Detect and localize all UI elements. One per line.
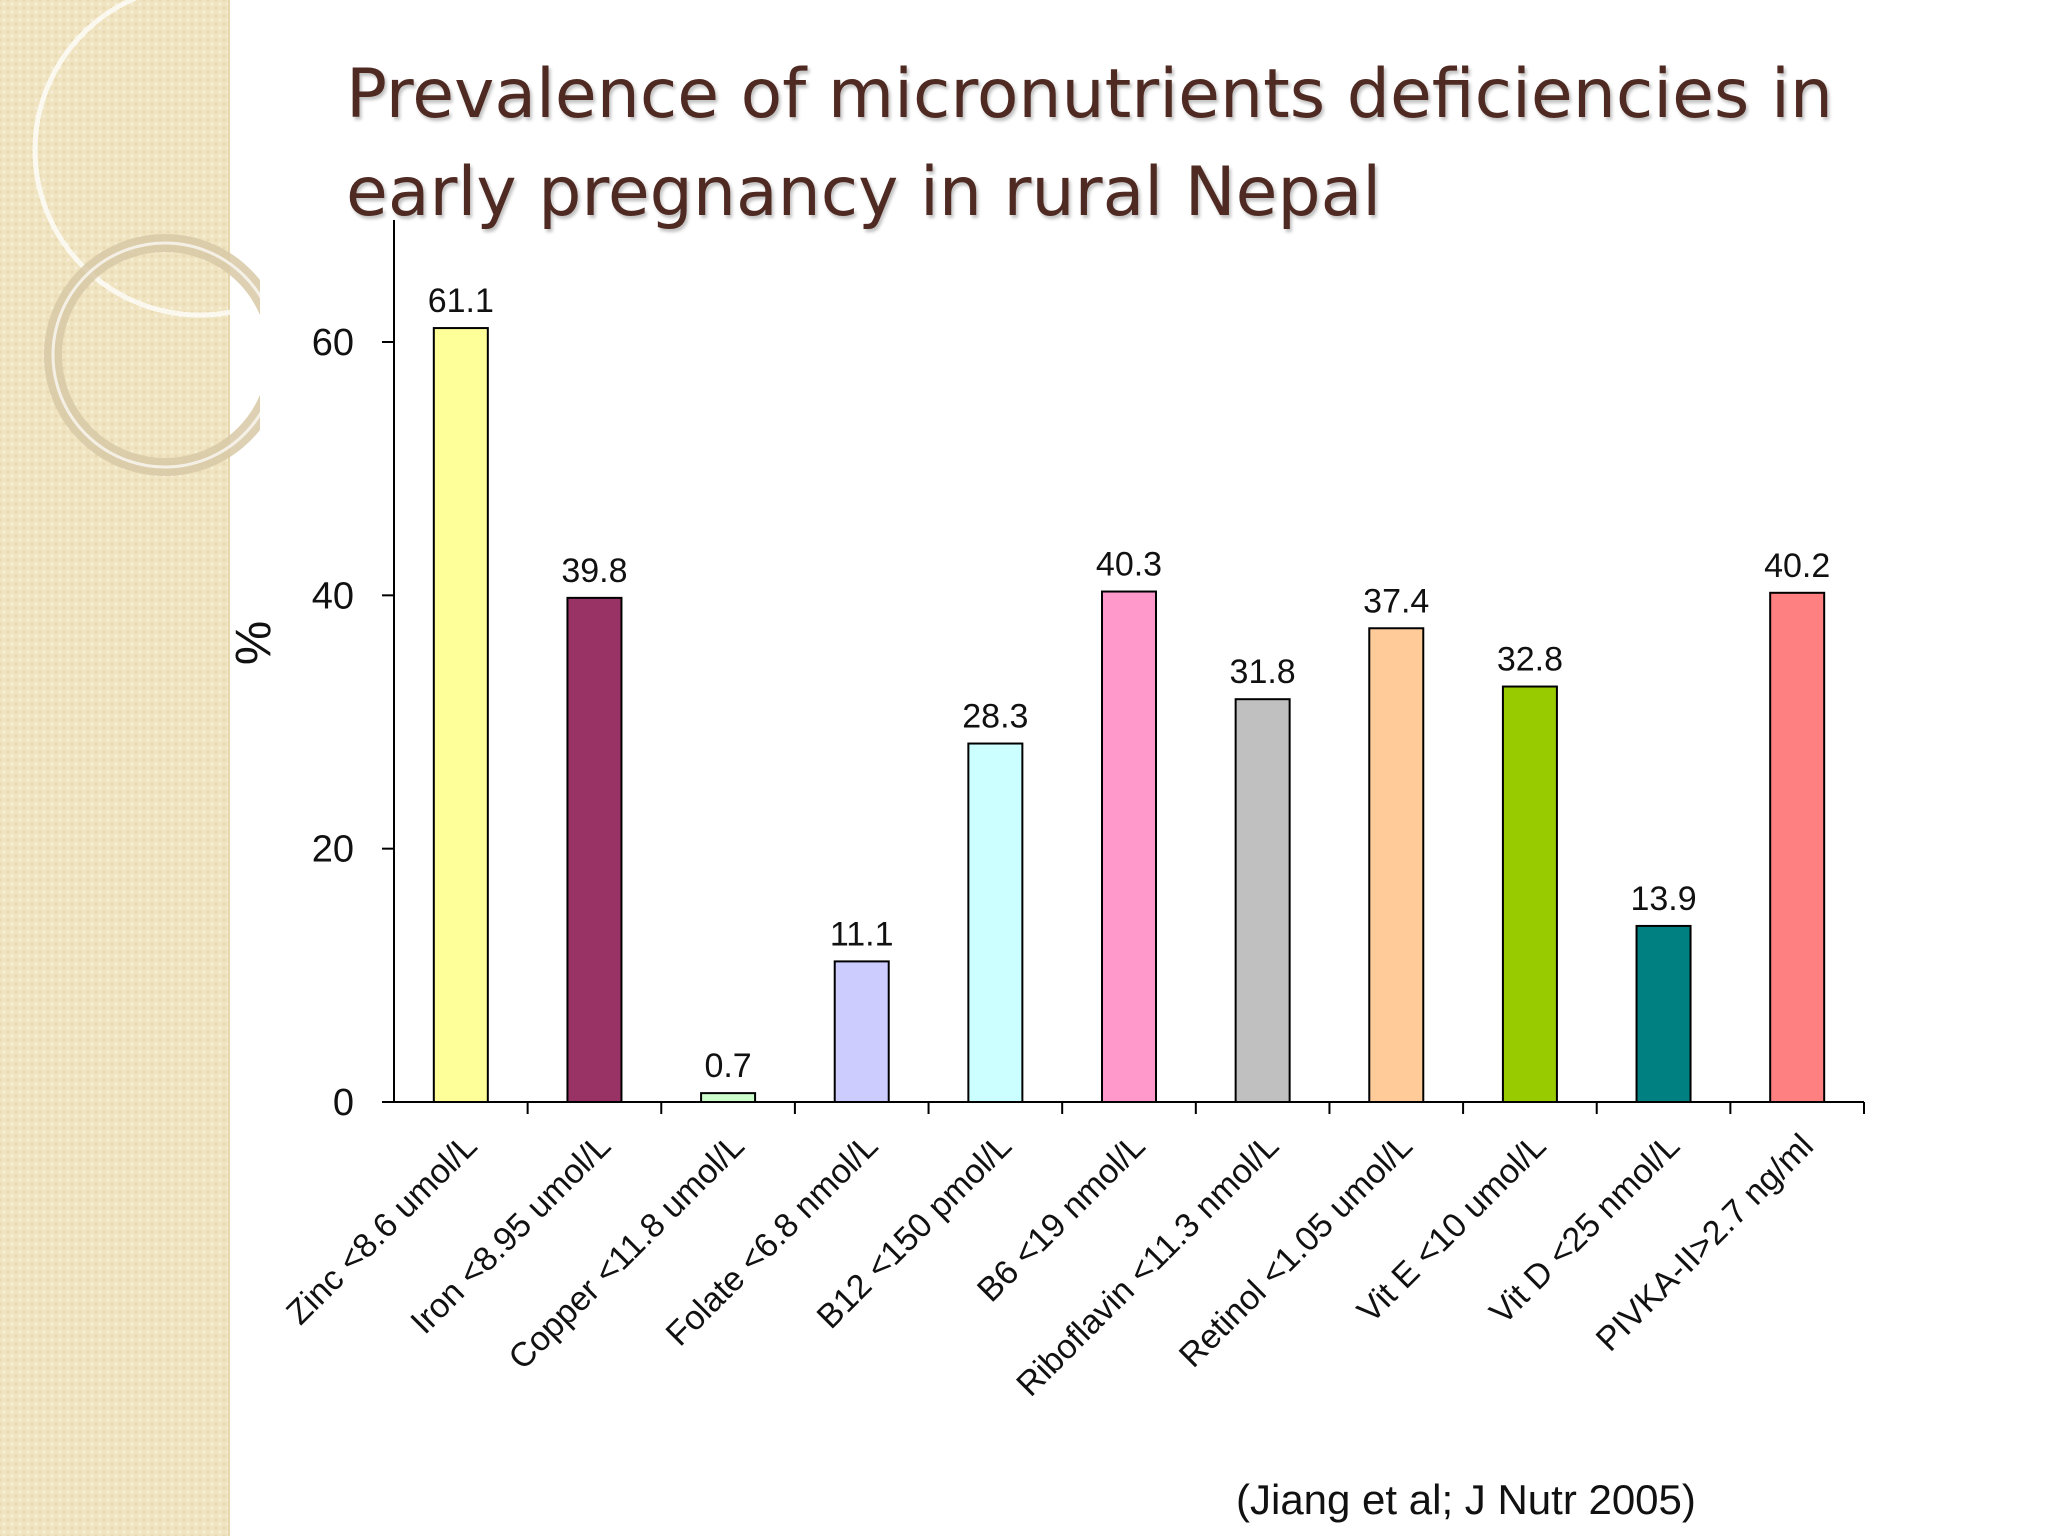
data-label: 40.3 bbox=[1096, 546, 1162, 584]
y-axis-label: % bbox=[225, 621, 281, 665]
data-label: 39.8 bbox=[561, 552, 627, 590]
bar bbox=[1234, 698, 1291, 1103]
x-tick-label: Retinol <1.05 umol/L bbox=[1172, 1127, 1420, 1375]
bars bbox=[432, 327, 1826, 1104]
x-tick-label: Riboflavin <11.3 nmol/L bbox=[1009, 1127, 1286, 1404]
bar bbox=[566, 596, 623, 1103]
data-label: 0.7 bbox=[704, 1047, 751, 1085]
slide-title: Prevalence of micronutrients deficiencie… bbox=[346, 55, 1833, 232]
data-label: 11.1 bbox=[830, 915, 894, 953]
y-axis-ticks: 0 20 40 60 bbox=[312, 322, 394, 1124]
data-label: 37.4 bbox=[1363, 582, 1429, 620]
x-tick-label: PIVKA-II>2.7 ng/ml bbox=[1589, 1127, 1821, 1359]
x-tick-label: Copper <11.8 umol/L bbox=[501, 1127, 751, 1377]
x-axis-ticks bbox=[526, 1102, 1865, 1114]
bar bbox=[1501, 685, 1558, 1103]
bar bbox=[1769, 591, 1826, 1103]
bar bbox=[1368, 627, 1425, 1103]
bar bbox=[1635, 924, 1692, 1104]
data-label: 31.8 bbox=[1230, 653, 1296, 691]
data-label: 61.1 bbox=[428, 282, 494, 320]
y-tick-label: 0 bbox=[333, 1082, 354, 1124]
y-tick-label: 20 bbox=[312, 829, 354, 871]
bar bbox=[700, 1092, 757, 1103]
bar bbox=[833, 960, 890, 1104]
bar bbox=[967, 742, 1024, 1103]
y-tick-label: 40 bbox=[312, 575, 354, 617]
citation: (Jiang et al; J Nutr 2005) bbox=[1236, 1476, 1696, 1523]
decorative-rings bbox=[32, 0, 260, 476]
bar bbox=[432, 327, 489, 1104]
data-label: 13.9 bbox=[1630, 880, 1696, 918]
data-label: 40.2 bbox=[1764, 547, 1830, 585]
value-labels: 61.1 39.8 0.7 11.1 28.3 40.3 31.8 37.4 32.8 13.9 4… bbox=[428, 282, 1831, 1085]
bar bbox=[1101, 590, 1157, 1103]
y-tick-label: 60 bbox=[312, 322, 354, 364]
data-label: 28.3 bbox=[962, 698, 1028, 736]
data-label: 32.8 bbox=[1497, 641, 1563, 679]
